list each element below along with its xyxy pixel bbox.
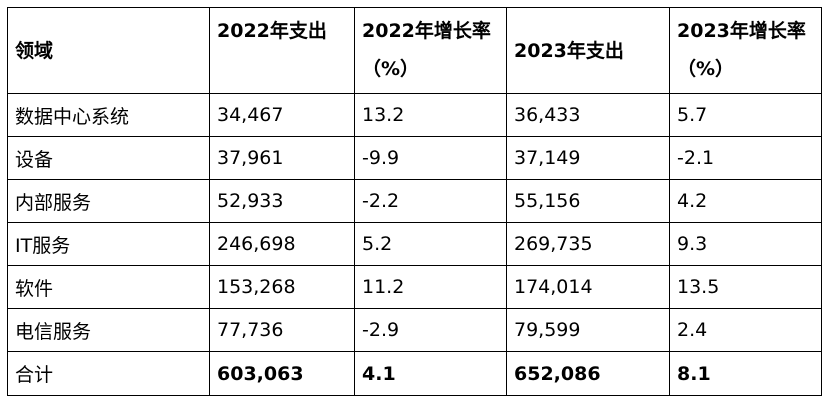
- cell-field: IT服务: [7, 222, 210, 266]
- cell-spend-2022: 37,961: [209, 136, 355, 180]
- cell-field: 电信服务: [7, 308, 210, 352]
- total-growth-2022: 4.1: [354, 351, 507, 396]
- cell-growth-2023: 9.3: [669, 222, 822, 266]
- table-row: IT服务 246,698 5.2 269,735 9.3: [7, 222, 822, 266]
- table-header-row: 领域 2022年支出 2022年增长率（%） 2023年支出 2023年增长率（…: [7, 7, 822, 94]
- total-label: 合计: [7, 351, 210, 396]
- cell-spend-2022: 153,268: [209, 265, 355, 309]
- cell-growth-2023: 5.7: [669, 93, 822, 137]
- cell-spend-2022: 52,933: [209, 179, 355, 223]
- total-spend-2022: 603,063: [209, 351, 355, 396]
- cell-spend-2023: 55,156: [506, 179, 670, 223]
- cell-spend-2023: 37,149: [506, 136, 670, 180]
- cell-growth-2022: -2.2: [354, 179, 507, 223]
- cell-field: 内部服务: [7, 179, 210, 223]
- cell-growth-2022: -9.9: [354, 136, 507, 180]
- cell-field: 数据中心系统: [7, 93, 210, 137]
- cell-growth-2023: -2.1: [669, 136, 822, 180]
- cell-growth-2023: 2.4: [669, 308, 822, 352]
- cell-growth-2023: 13.5: [669, 265, 822, 309]
- cell-field: 软件: [7, 265, 210, 309]
- cell-spend-2023: 269,735: [506, 222, 670, 266]
- cell-spend-2023: 36,433: [506, 93, 670, 137]
- header-growth-2022: 2022年增长率（%）: [354, 7, 507, 94]
- cell-spend-2023: 174,014: [506, 265, 670, 309]
- table-row: 软件 153,268 11.2 174,014 13.5: [7, 265, 822, 309]
- header-spend-2023: 2023年支出: [506, 7, 670, 94]
- table-row: 内部服务 52,933 -2.2 55,156 4.2: [7, 179, 822, 223]
- cell-field: 设备: [7, 136, 210, 180]
- table-row: 电信服务 77,736 -2.9 79,599 2.4: [7, 308, 822, 352]
- table-row: 设备 37,961 -9.9 37,149 -2.1: [7, 136, 822, 180]
- total-spend-2023: 652,086: [506, 351, 670, 396]
- header-field: 领域: [7, 7, 210, 94]
- cell-growth-2022: 11.2: [354, 265, 507, 309]
- cell-growth-2022: 5.2: [354, 222, 507, 266]
- cell-spend-2022: 246,698: [209, 222, 355, 266]
- total-growth-2023: 8.1: [669, 351, 822, 396]
- cell-growth-2022: -2.9: [354, 308, 507, 352]
- header-spend-2022: 2022年支出: [209, 7, 355, 94]
- cell-spend-2022: 77,736: [209, 308, 355, 352]
- cell-growth-2023: 4.2: [669, 179, 822, 223]
- header-growth-2023: 2023年增长率（%）: [669, 7, 822, 94]
- spending-table: 领域 2022年支出 2022年增长率（%） 2023年支出 2023年增长率（…: [7, 7, 822, 396]
- table-row: 数据中心系统 34,467 13.2 36,433 5.7: [7, 93, 822, 137]
- cell-spend-2022: 34,467: [209, 93, 355, 137]
- cell-spend-2023: 79,599: [506, 308, 670, 352]
- cell-growth-2022: 13.2: [354, 93, 507, 137]
- total-row: 合计 603,063 4.1 652,086 8.1: [7, 351, 822, 396]
